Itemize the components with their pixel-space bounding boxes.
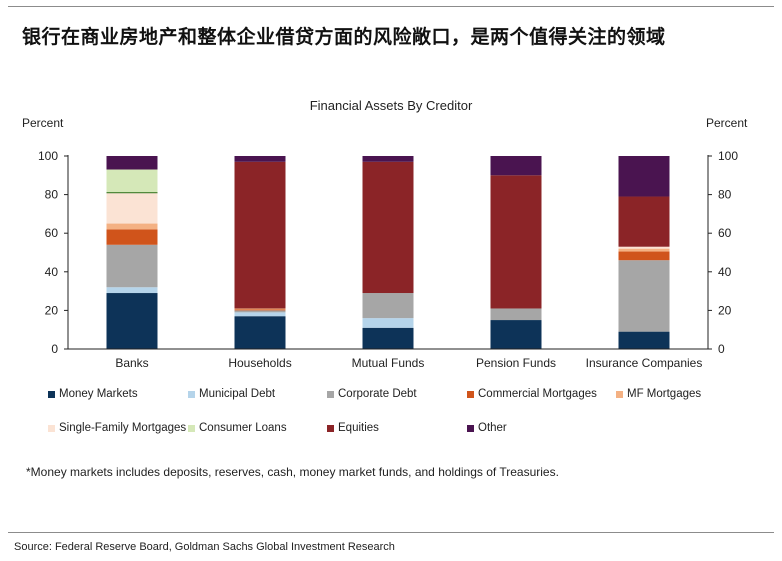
bar-segment-money-markets: [234, 316, 286, 349]
bar-segment-mf-mortgages: [618, 248, 670, 252]
legend-item-commercial-mortgages: Commercial Mortgages: [467, 388, 597, 400]
legend-label: Commercial Mortgages: [478, 388, 597, 400]
x-tick-label: Households: [228, 356, 291, 370]
legend-item-municipal-debt: Municipal Debt: [188, 388, 275, 400]
bar-segment-corporate-debt: [362, 293, 414, 319]
bar-segment-equities: [490, 175, 542, 309]
legend-label: Municipal Debt: [199, 388, 276, 400]
bar-segment-other: [106, 156, 158, 170]
legend-label: MF Mortgages: [627, 388, 702, 400]
bar-segment-municipal-debt: [106, 287, 158, 294]
bar-segment-corporate-debt: [234, 310, 286, 313]
bar-segment-municipal-debt: [362, 318, 414, 328]
legend-swatch: [467, 424, 474, 432]
y-axis-left-label: Percent: [22, 116, 64, 130]
page-title: 银行在商业房地产和整体企业借贷方面的风险敞口，是两个值得关注的领域: [22, 26, 666, 48]
bar-segment-money-markets: [362, 327, 414, 349]
bar-segment-corporate-debt: [490, 308, 542, 321]
bar-segment-other: [234, 156, 286, 162]
y-tick-label-right: 60: [718, 226, 732, 240]
y-tick-label-left: 0: [51, 342, 58, 356]
legend-label: Single-Family Mortgages: [59, 422, 187, 434]
bar-segment-money-markets: [106, 293, 158, 349]
legend-swatch: [188, 390, 195, 398]
bar-segment-mf-mortgages: [234, 308, 286, 310]
legend-item-other: Other: [467, 422, 507, 434]
legend-swatch: [616, 390, 623, 398]
y-tick-label-left: 100: [38, 149, 58, 163]
legend-item-consumer-loans: Consumer Loans: [188, 422, 287, 434]
y-tick-label-left: 80: [45, 188, 59, 202]
top-rule: [8, 6, 774, 7]
bar-segment-equities: [362, 161, 414, 294]
bar-segment-single-family-mortgages: [618, 246, 670, 249]
y-tick-label-right: 20: [718, 303, 732, 317]
bar-segment-single-family-mortgages: [106, 192, 158, 224]
bar-segment-commercial-mortgages: [234, 309, 286, 311]
bar-segment-equities: [618, 196, 670, 247]
y-tick-label-right: 0: [718, 342, 725, 356]
x-tick-label: Banks: [115, 356, 148, 370]
legend-label: Other: [478, 422, 507, 434]
bar-segment-commercial-mortgages: [618, 251, 670, 261]
legend-item-corporate-debt: Corporate Debt: [327, 388, 417, 400]
chart-legend: Money Markets Municipal Debt Corporate Deb…: [48, 384, 768, 444]
y-tick-label-left: 20: [45, 303, 59, 317]
legend-swatch: [188, 424, 195, 432]
y-tick-label-left: 40: [45, 265, 59, 279]
bar-segment-other: [362, 156, 414, 162]
legend-label: Money Markets: [59, 388, 138, 400]
legend-swatch: [327, 390, 334, 398]
legend-swatch: [48, 390, 55, 398]
bar-segment-other: [618, 156, 670, 197]
x-tick-label: Insurance Companies: [586, 356, 703, 370]
bar-segment-commercial-mortgages: [106, 229, 158, 245]
bar-segment-consumer-loans: [106, 169, 158, 193]
y-tick-label-right: 40: [718, 265, 732, 279]
y-tick-label-right: 100: [718, 149, 738, 163]
bottom-rule: [8, 532, 774, 533]
legend-label: Consumer Loans: [199, 422, 287, 434]
legend-label: Corporate Debt: [338, 388, 417, 400]
legend-item-equities: Equities: [327, 422, 379, 434]
legend-swatch: [467, 390, 474, 398]
stacked-bar-chart: 0 0 20 20 40 40 60 60 80 80 100 100 Banks Households M…: [38, 149, 738, 370]
x-tick-label: Pension Funds: [476, 356, 556, 370]
legend-item-single-family-mortgages: Single-Family Mortgages: [48, 422, 186, 434]
x-tick-label: Mutual Funds: [352, 356, 425, 370]
footnote: *Money markets includes deposits, reserv…: [26, 465, 559, 479]
legend-swatch: [327, 424, 334, 432]
chart-title: Financial Assets By Creditor: [309, 98, 473, 113]
legend-item-money-markets: Money Markets: [48, 388, 138, 400]
source-note: Source: Federal Reserve Board, Goldman S…: [14, 541, 395, 553]
bar-segment-other: [490, 156, 542, 176]
bar-segment-money-markets: [618, 331, 670, 349]
y-axis-right-label: Percent: [706, 116, 748, 130]
legend-label: Equities: [338, 422, 379, 434]
bar-segment-municipal-debt: [234, 312, 286, 317]
bar-segment-mf-mortgages: [106, 223, 158, 230]
bar-segment-money-markets: [490, 320, 542, 349]
bar-segment-corporate-debt: [618, 260, 670, 332]
y-tick-label-right: 80: [718, 188, 732, 202]
legend-swatch: [48, 424, 55, 432]
legend-item-mf-mortgages: MF Mortgages: [616, 388, 701, 400]
bar-segment-equities: [234, 161, 286, 309]
y-tick-label-left: 60: [45, 226, 59, 240]
bar-segment-corporate-debt: [106, 244, 158, 288]
